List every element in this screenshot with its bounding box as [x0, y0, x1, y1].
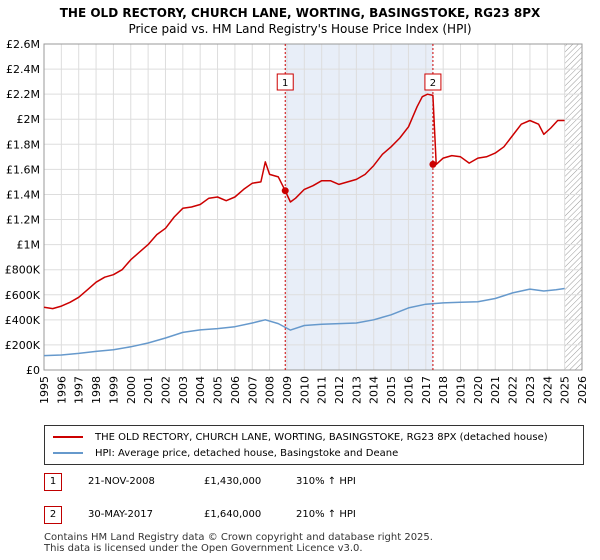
- hpi-line: [43, 287, 565, 357]
- x-tick-label: 2023: [524, 376, 537, 404]
- sale-point: [281, 187, 289, 195]
- sale-point: [429, 160, 437, 168]
- transaction-hpi: 210% ↑ HPI: [296, 509, 356, 520]
- x-tick-label: 2020: [472, 376, 485, 404]
- transaction-price: £1,640,000: [204, 509, 262, 520]
- footer-copyright: Contains HM Land Registry data © Crown c…: [44, 532, 433, 543]
- y-tick-label: £1.6M: [6, 163, 40, 176]
- x-tick-label: 2022: [507, 376, 520, 404]
- forecast-hatch: [564, 44, 582, 370]
- legend-swatch-hpi: [53, 452, 83, 454]
- plot-border: [43, 43, 583, 371]
- x-tick-label: 1999: [107, 376, 120, 404]
- y-tick-label: £1.2M: [6, 214, 40, 227]
- x-tick-label: 2005: [212, 376, 225, 404]
- x-tick-label: 2012: [333, 376, 346, 404]
- x-tick-label: 2018: [437, 376, 450, 404]
- legend-item-property: THE OLD RECTORY, CHURCH LANE, WORTING, B…: [53, 429, 548, 445]
- x-tick-label: 2021: [489, 376, 502, 404]
- x-tick-label: 2000: [125, 376, 138, 404]
- chart-title: THE OLD RECTORY, CHURCH LANE, WORTING, B…: [59, 6, 541, 20]
- transaction-date: 30-MAY-2017: [88, 509, 154, 520]
- x-tick-label: 2024: [541, 376, 554, 404]
- x-tick-label: 2026: [576, 376, 589, 404]
- sale-marker-box: [424, 73, 442, 91]
- x-tick-label: 2013: [350, 376, 363, 404]
- x-tick-label: 1996: [55, 376, 68, 404]
- transaction-hpi: 310% ↑ HPI: [296, 476, 356, 487]
- y-tick-label: £600K: [5, 289, 41, 302]
- x-tick-label: 2015: [385, 376, 398, 404]
- y-tick-label: £800K: [5, 264, 41, 277]
- legend-label-property: THE OLD RECTORY, CHURCH LANE, WORTING, B…: [95, 431, 548, 443]
- y-tick-label: £1M: [17, 239, 41, 252]
- y-tick-label: £400K: [5, 314, 41, 327]
- chart-legend: THE OLD RECTORY, CHURCH LANE, WORTING, B…: [44, 425, 584, 465]
- x-tick-label: 2008: [264, 376, 277, 404]
- sale-marker-label: 1: [282, 78, 288, 89]
- y-tick-label: £1.4M: [6, 188, 40, 201]
- y-tick-label: £2.6M: [6, 38, 40, 51]
- property-price-line: [43, 93, 565, 310]
- x-tick-label: 2001: [142, 376, 155, 404]
- ownership-shading: [285, 44, 433, 370]
- sale-marker-box: [276, 73, 294, 91]
- x-tick-label: 2009: [281, 376, 294, 404]
- footer-licence: This data is licensed under the Open Gov…: [44, 543, 363, 554]
- x-tick-label: 1998: [90, 376, 103, 404]
- y-tick-label: £2M: [17, 113, 41, 126]
- x-tick-label: 2002: [159, 376, 172, 404]
- x-tick-label: 2014: [368, 376, 381, 404]
- chart-subtitle: Price paid vs. HM Land Registry's House …: [128, 22, 472, 36]
- x-tick-label: 2019: [455, 376, 468, 404]
- y-tick-label: £0: [26, 364, 40, 377]
- x-tick-label: 2010: [298, 376, 311, 404]
- transaction-number: 2: [44, 506, 62, 524]
- sale-marker-label: 2: [430, 78, 436, 89]
- legend-item-hpi: HPI: Average price, detached house, Basi…: [53, 445, 398, 461]
- x-tick-label: 2003: [177, 376, 190, 404]
- x-tick-label: 2011: [316, 376, 329, 404]
- x-tick-label: 1995: [38, 376, 51, 404]
- x-tick-label: 2025: [559, 376, 572, 404]
- y-tick-label: £2.2M: [6, 88, 40, 101]
- legend-label-hpi: HPI: Average price, detached house, Basi…: [95, 447, 399, 459]
- y-tick-label: £2.4M: [6, 63, 40, 76]
- transaction-date: 21-NOV-2008: [88, 476, 155, 487]
- x-tick-label: 1997: [73, 376, 86, 404]
- y-tick-label: £200K: [5, 339, 41, 352]
- x-tick-label: 2007: [246, 376, 259, 404]
- y-tick-label: £1.8M: [6, 138, 40, 151]
- price-chart: £0 £200K £400K £600K £800K £1M £1.2M £1.4M £1.6M…: [5, 38, 589, 404]
- legend-swatch-property: [53, 436, 83, 438]
- x-tick-label: 2004: [194, 376, 207, 404]
- x-tick-label: 2016: [402, 376, 415, 404]
- transaction-number: 1: [44, 473, 62, 491]
- transaction-price: £1,430,000: [204, 476, 262, 487]
- x-tick-label: 2006: [229, 376, 242, 404]
- x-tick-label: 2017: [420, 376, 433, 404]
